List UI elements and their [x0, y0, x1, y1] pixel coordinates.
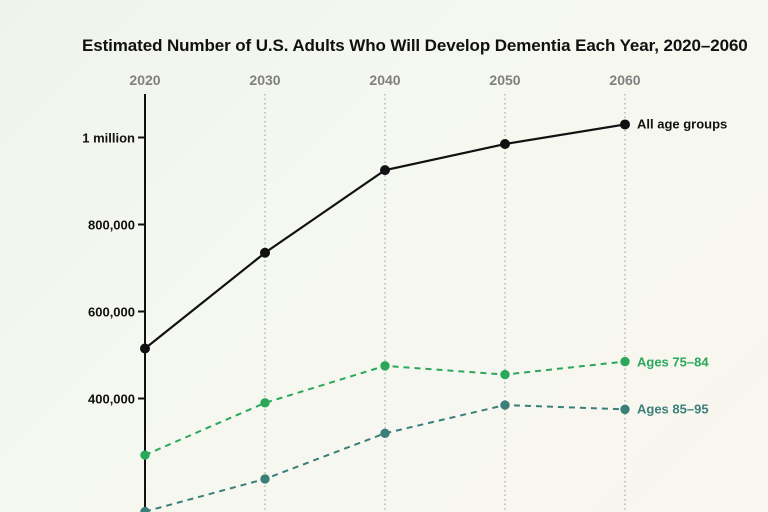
- series-label: Ages 85–95: [637, 402, 709, 417]
- series-marker: [501, 401, 509, 409]
- series-marker: [381, 429, 389, 437]
- series-marker: [141, 507, 149, 512]
- y-tick-label: 400,000: [55, 391, 135, 406]
- series-marker: [501, 140, 510, 149]
- series-marker: [141, 344, 150, 353]
- series-label: Ages 75–84: [637, 354, 709, 369]
- x-tick-label: 2030: [249, 72, 280, 88]
- y-tick-label: 800,000: [55, 217, 135, 232]
- x-tick-label: 2060: [609, 72, 640, 88]
- y-tick-label: 1 million: [55, 130, 135, 145]
- series-marker: [141, 451, 149, 459]
- series-marker: [261, 248, 270, 257]
- y-tick-label: 600,000: [55, 304, 135, 319]
- series-marker: [501, 370, 509, 378]
- x-tick-label: 2020: [129, 72, 160, 88]
- series-marker: [381, 166, 390, 175]
- series-label: All age groups: [637, 117, 727, 132]
- x-tick-label: 2040: [369, 72, 400, 88]
- series-marker: [621, 405, 629, 413]
- series-marker: [261, 475, 269, 483]
- series-marker: [621, 357, 629, 365]
- series-marker: [621, 120, 630, 129]
- x-tick-label: 2050: [489, 72, 520, 88]
- series-marker: [261, 399, 269, 407]
- series-marker: [381, 362, 389, 370]
